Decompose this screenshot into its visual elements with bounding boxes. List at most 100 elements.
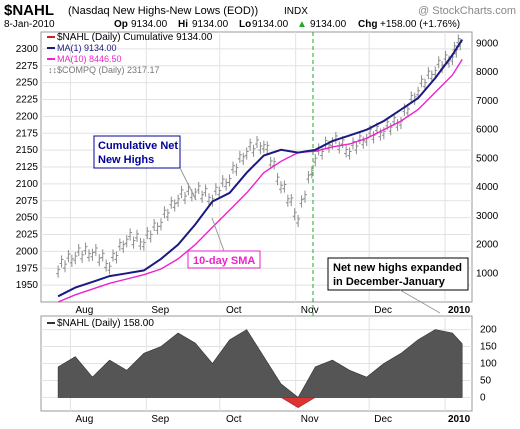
compq-price-bar [206,193,211,206]
compq-price-bar [289,194,294,207]
annotation-cumulative-line2: New Highs [98,154,154,166]
low-value: 9134.00 [252,19,289,30]
open-value: 9134.00 [131,19,168,30]
main-x-tick-label: Dec [374,305,392,316]
main-x-axis: Aug Sep Oct Nov Dec 2010 [75,305,470,316]
left-tick-label: 2275 [16,61,39,72]
compq-price-bar [244,147,249,160]
compq-price-bar [100,249,105,262]
compq-price-bar [165,208,170,221]
compq-price-bar [138,237,143,251]
left-tick-label: 2100 [16,179,39,190]
lower-x-tick-label: Aug [75,414,93,425]
compq-price-bar [97,254,102,267]
nahl-legend-label: $NAHL (Daily) Cumulative 9134.00 [57,32,213,43]
compq-price-bar [302,190,307,203]
compq-price-bar [62,260,67,273]
lower-right-tick-label: 200 [480,325,497,336]
lower-x-tick-label: Oct [226,414,242,425]
compq-price-bar [66,250,71,263]
left-tick-label: 2300 [16,44,39,55]
main-price-panel: 1950197520002025205020752100212521502175… [16,31,499,410]
annotation-cumulative-box [93,135,181,169]
compq-price-bar [110,249,115,262]
annotation-sma: 10-day SMA [187,217,261,269]
right-tick-label: 5000 [476,153,499,164]
symbol-title: $NAHL [4,2,54,19]
left-tick-label: 2025 [16,230,39,241]
compq-price-bar [56,265,61,278]
lower-x-axis: Aug Sep Oct Nov Dec 2010 [75,414,470,425]
compq-price-bar [313,154,318,167]
compq-price-bar [258,142,263,155]
compq-legend-label: $COMPQ (Daily) 2317.17 [57,65,160,75]
compq-price-bar [86,249,91,262]
compq-price-bar [265,141,270,154]
left-tick-label: 2250 [16,78,39,89]
lower-right-axis: 0 50 100 150 200 [480,325,497,404]
compq-price-bar [104,259,109,272]
compq-price-bar [347,147,352,160]
compq-price-bar [172,199,177,212]
compq-price-bar [141,238,146,251]
compq-price-bar [220,175,225,188]
lower-right-tick-label: 100 [480,359,497,370]
left-tick-label: 2000 [16,246,39,257]
compq-price-bar [426,67,431,80]
annotation-sma-label: 10-day SMA [193,255,255,267]
compq-price-bar [241,152,246,165]
compq-price-bar [292,208,297,221]
compq-price-bar [152,218,157,232]
compq-price-bar [443,50,448,64]
compq-price-bar [93,243,98,257]
compq-price-bar [299,195,304,208]
quote-date: 8-Jan-2010 [4,19,55,30]
compq-price-bar [121,240,126,253]
compq-price-bar [419,75,424,88]
compq-price-bar [124,235,129,248]
compq-price-bar [203,184,208,197]
close-value: 9134.00 [310,19,347,30]
ma10-legend-label: MA(10) 8446.50 [57,54,122,64]
lower-x-tick-label: Dec [374,414,392,425]
lower-indicator-panel: 0 50 100 150 200 Aug Sep Oct Nov Dec 2010 $NAHL (… [40,315,497,425]
compq-price-bar [107,262,112,275]
ma1-legend-label: MA(1) 9134.00 [57,43,117,53]
compq-price-bar [213,183,218,196]
compq-price-bar [275,173,280,186]
compq-price-bar [405,104,410,118]
change-arrow: ▲ [297,19,307,30]
compq-price-bar [134,229,139,242]
high-label: Hi [178,19,188,30]
compq-price-bar [278,181,283,194]
compq-price-bar [73,252,78,265]
compq-price-bar [227,174,232,187]
compq-price-bar [285,194,290,207]
compq-price-bar [117,238,122,251]
watermark: @ StockCharts.com [418,5,516,17]
right-tick-label: 4000 [476,182,499,193]
main-x-tick-label: Aug [75,305,93,316]
left-tick-label: 2150 [16,145,39,156]
lower-right-tick-label: 0 [480,392,486,403]
left-tick-label: 2225 [16,95,39,106]
lower-legend-label: $NAHL (Daily) 158.00 [57,318,154,329]
left-tick-label: 2050 [16,213,39,224]
compq-price-bar [128,228,133,241]
compq-price-bar [80,250,85,263]
compq-price-bar [354,142,359,155]
annotation-cumulative-pointer [179,167,197,201]
annotation-cumulative: Cumulative Net New Highs [93,135,197,201]
compq-price-bar [176,194,181,207]
ma10-line [57,59,463,303]
change-value: +158.00 (+1.76%) [380,19,460,30]
annotation-sma-pointer [211,217,225,252]
annotation-expanded: Net new highs expanded in December-Janua… [327,257,469,314]
compq-price-bar [261,140,266,153]
compq-price-bar [59,255,64,268]
lower-x-tick-label: 2010 [448,414,471,425]
compq-price-bar [436,56,441,69]
change-label: Chg [358,19,377,30]
compq-price-bar [234,163,239,176]
